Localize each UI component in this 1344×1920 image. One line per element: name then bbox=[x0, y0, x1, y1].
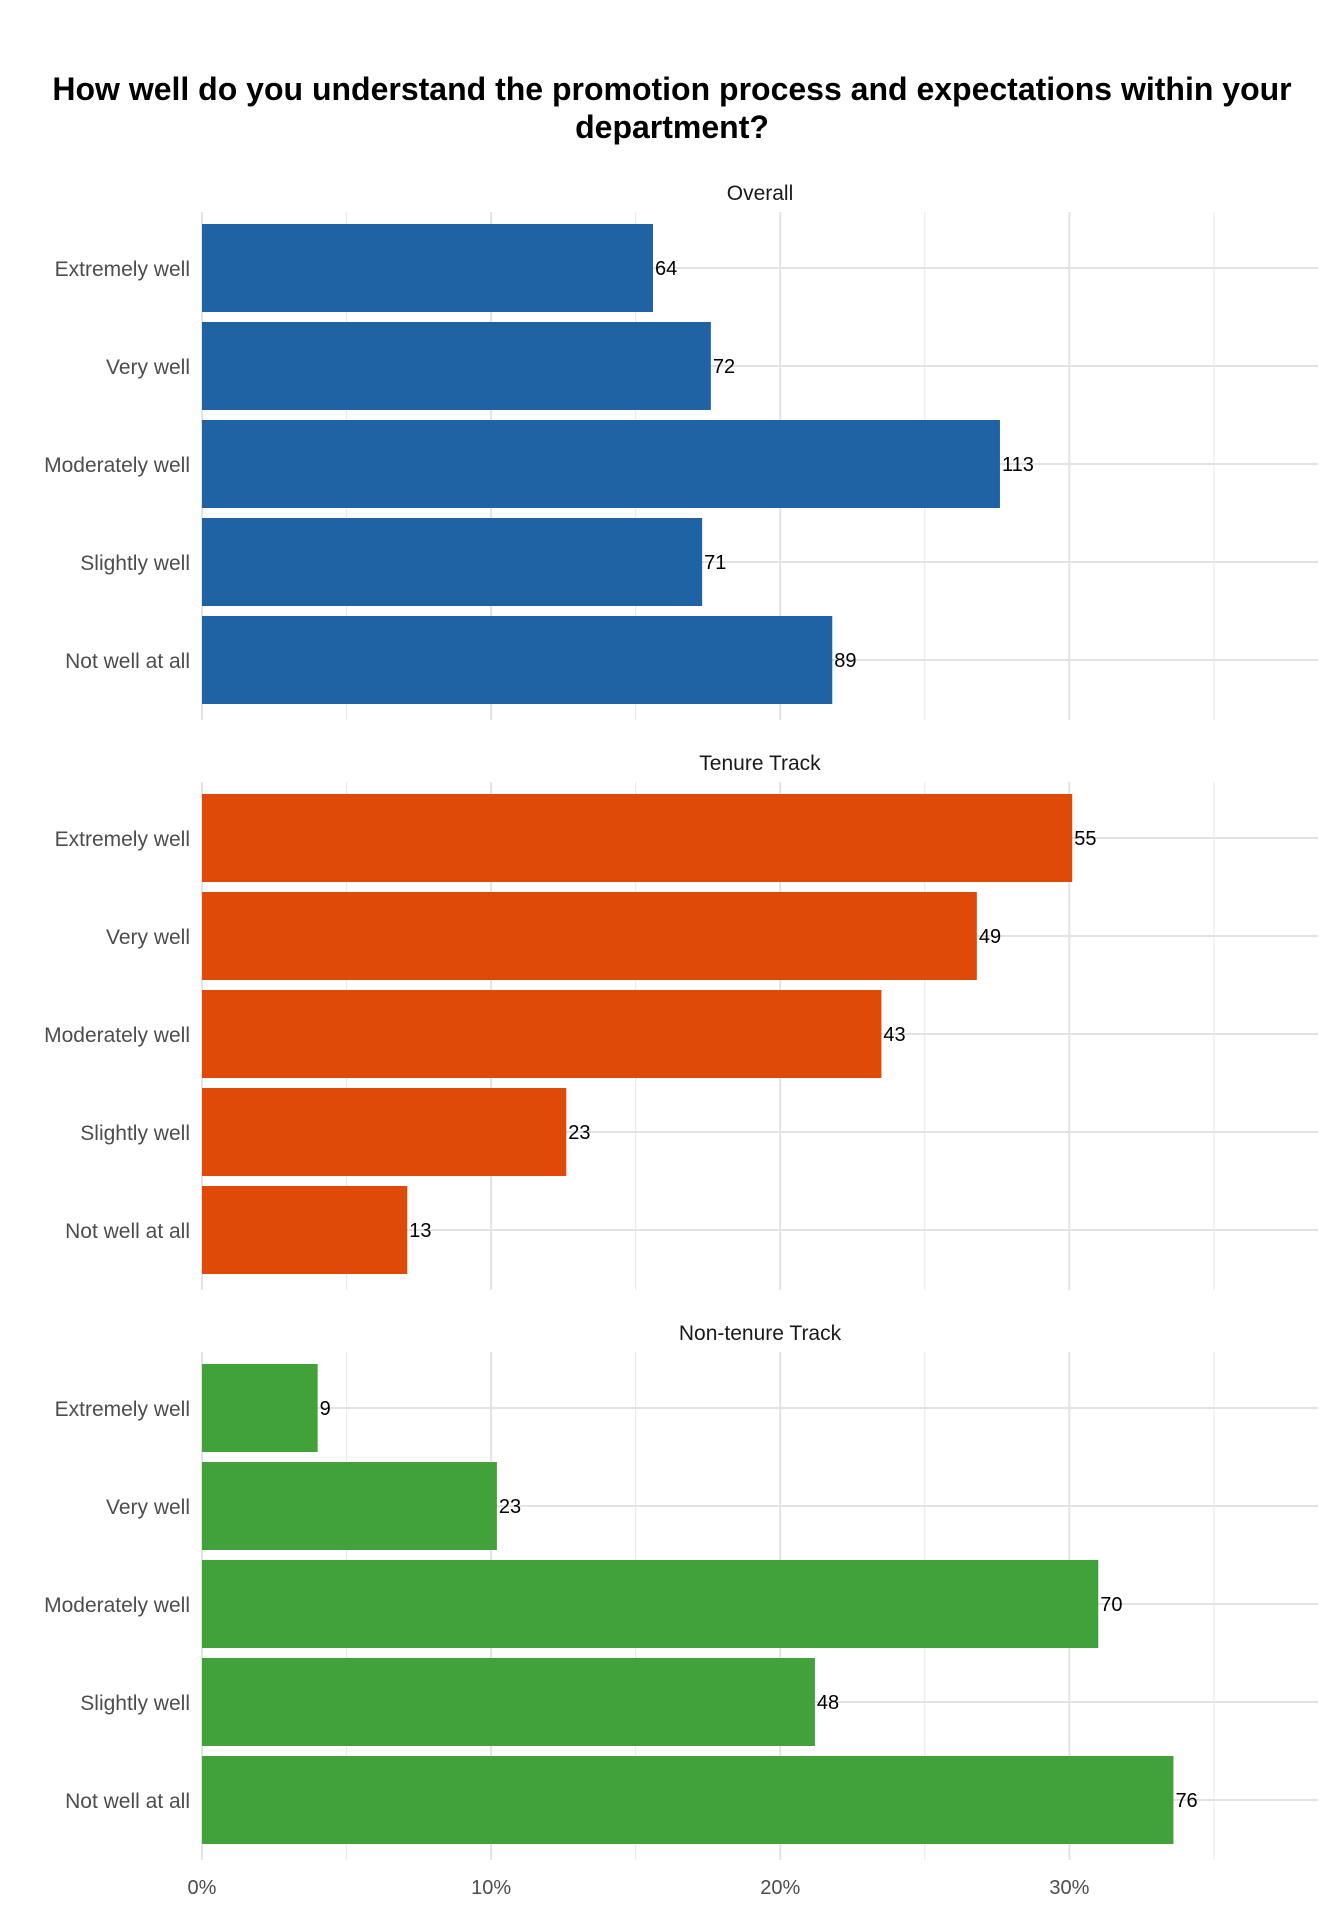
data-label: 48 bbox=[817, 1692, 839, 1714]
data-label: 113 bbox=[1002, 454, 1034, 476]
bar bbox=[202, 1364, 318, 1452]
data-label: 13 bbox=[409, 1220, 431, 1242]
x-tick-label: 30% bbox=[1049, 1877, 1089, 1899]
bar bbox=[202, 1462, 497, 1550]
data-label: 23 bbox=[568, 1122, 590, 1144]
bar bbox=[202, 420, 1000, 508]
bar bbox=[202, 1186, 408, 1274]
bar bbox=[202, 1088, 567, 1176]
data-label: 71 bbox=[704, 552, 726, 574]
y-tick-label: Not well at all bbox=[65, 650, 190, 673]
data-label: 43 bbox=[883, 1024, 905, 1046]
data-label: 76 bbox=[1175, 1790, 1197, 1812]
data-label: 89 bbox=[834, 650, 856, 672]
bar bbox=[202, 892, 977, 980]
y-tick-label: Very well bbox=[106, 926, 190, 949]
y-tick-label: Slightly well bbox=[80, 552, 190, 575]
y-tick-label: Slightly well bbox=[80, 1122, 190, 1145]
y-tick-label: Very well bbox=[106, 356, 190, 379]
data-label: 9 bbox=[320, 1398, 331, 1420]
y-tick-label: Not well at all bbox=[65, 1790, 190, 1813]
facet-strip-label: Non-tenure Track bbox=[679, 1322, 842, 1345]
data-label: 23 bbox=[499, 1496, 521, 1518]
x-tick-label: 20% bbox=[760, 1877, 800, 1899]
y-tick-label: Extremely well bbox=[55, 828, 190, 851]
y-tick-label: Moderately well bbox=[44, 1594, 190, 1617]
data-label: 70 bbox=[1100, 1594, 1122, 1616]
y-tick-label: Extremely well bbox=[55, 258, 190, 281]
y-tick-label: Slightly well bbox=[80, 1692, 190, 1715]
bar bbox=[202, 518, 703, 606]
y-tick-label: Not well at all bbox=[65, 1220, 190, 1243]
bar bbox=[202, 616, 833, 704]
bar bbox=[202, 1756, 1174, 1844]
data-label: 55 bbox=[1074, 828, 1096, 850]
bar bbox=[202, 322, 711, 410]
bar bbox=[202, 990, 882, 1078]
data-label: 72 bbox=[713, 356, 735, 378]
y-tick-label: Very well bbox=[106, 1496, 190, 1519]
y-tick-label: Moderately well bbox=[44, 1024, 190, 1047]
bar bbox=[202, 1658, 815, 1746]
bar bbox=[202, 1560, 1099, 1648]
x-tick-label: 10% bbox=[471, 1877, 511, 1899]
y-tick-label: Moderately well bbox=[44, 454, 190, 477]
x-tick-label: 0% bbox=[188, 1877, 217, 1899]
bar bbox=[202, 794, 1073, 882]
data-label: 49 bbox=[979, 926, 1001, 948]
data-label: 64 bbox=[655, 258, 677, 280]
bar bbox=[202, 224, 654, 312]
y-tick-label: Extremely well bbox=[55, 1398, 190, 1421]
facet-strip-label: Tenure Track bbox=[699, 752, 821, 775]
chart-title: How well do you understand the promotion… bbox=[52, 71, 1292, 145]
facet-strip-label: Overall bbox=[727, 182, 794, 205]
